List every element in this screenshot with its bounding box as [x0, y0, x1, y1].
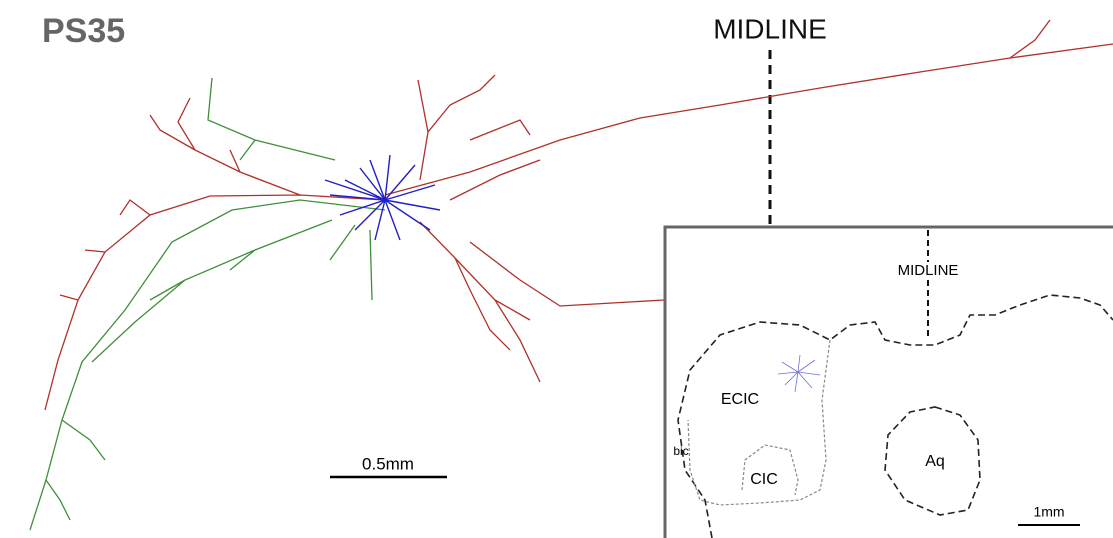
region-label: ECIC: [721, 391, 759, 408]
region-label: Aq: [925, 453, 945, 470]
midline-label: MIDLINE: [713, 13, 827, 44]
region-label: CIC: [750, 471, 778, 488]
region-label: bic: [673, 444, 688, 458]
inset-midline-label: MIDLINE: [898, 262, 959, 279]
scale-label: 0.5mm: [362, 454, 414, 473]
figure: PS35 MIDLINE 0.5mm MIDLINE MIDLINE ECIC …: [0, 0, 1113, 538]
inset-scale-label: 1mm: [1033, 504, 1064, 520]
inset: MIDLINE MIDLINE ECIC CIC bic Aq 1mm: [665, 227, 1113, 538]
title: PS35: [42, 12, 125, 50]
